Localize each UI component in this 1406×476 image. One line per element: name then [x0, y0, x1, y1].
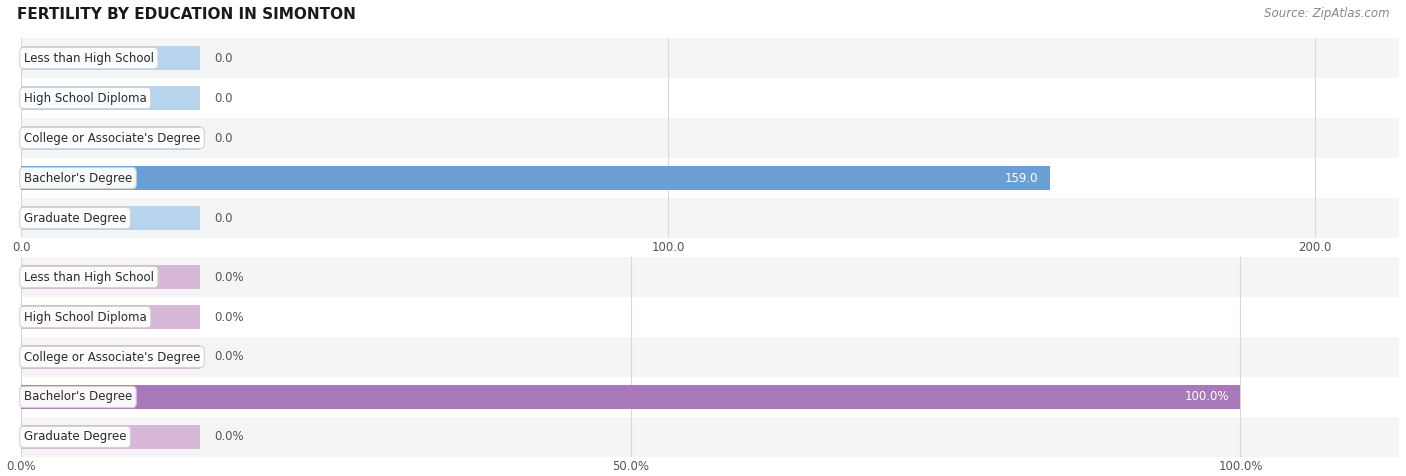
- Text: 100.0%: 100.0%: [1185, 390, 1229, 404]
- Bar: [21, 166, 1050, 190]
- Bar: [21, 38, 1399, 78]
- Text: 0.0: 0.0: [214, 51, 232, 65]
- Bar: [21, 385, 1240, 409]
- Bar: [21, 198, 1399, 238]
- Text: 0.0%: 0.0%: [214, 310, 243, 324]
- Bar: [21, 297, 1399, 337]
- Bar: [21, 118, 1399, 158]
- Bar: [21, 126, 200, 150]
- Bar: [21, 257, 1399, 297]
- Bar: [21, 425, 200, 449]
- Text: Bachelor's Degree: Bachelor's Degree: [24, 171, 132, 185]
- Text: Less than High School: Less than High School: [24, 51, 153, 65]
- Text: FERTILITY BY EDUCATION IN SIMONTON: FERTILITY BY EDUCATION IN SIMONTON: [17, 7, 356, 22]
- Bar: [21, 377, 1399, 417]
- Bar: [21, 305, 200, 329]
- Text: 0.0%: 0.0%: [214, 350, 243, 364]
- Text: Bachelor's Degree: Bachelor's Degree: [24, 390, 132, 404]
- Bar: [21, 417, 1399, 457]
- Text: High School Diploma: High School Diploma: [24, 310, 146, 324]
- Text: Source: ZipAtlas.com: Source: ZipAtlas.com: [1264, 7, 1389, 20]
- Text: Less than High School: Less than High School: [24, 270, 153, 284]
- Bar: [21, 265, 200, 289]
- Bar: [21, 158, 1399, 198]
- Bar: [21, 337, 1399, 377]
- Text: College or Associate's Degree: College or Associate's Degree: [24, 350, 200, 364]
- Bar: [21, 46, 200, 70]
- Text: 0.0: 0.0: [214, 131, 232, 145]
- Text: 0.0%: 0.0%: [214, 270, 243, 284]
- Text: 159.0: 159.0: [1005, 171, 1039, 185]
- Bar: [21, 78, 1399, 118]
- Bar: [21, 206, 200, 230]
- Text: Graduate Degree: Graduate Degree: [24, 211, 127, 225]
- Text: 0.0: 0.0: [214, 211, 232, 225]
- Text: Graduate Degree: Graduate Degree: [24, 430, 127, 444]
- Text: High School Diploma: High School Diploma: [24, 91, 146, 105]
- Bar: [21, 345, 200, 369]
- Text: College or Associate's Degree: College or Associate's Degree: [24, 131, 200, 145]
- Text: 0.0%: 0.0%: [214, 430, 243, 444]
- Text: 0.0: 0.0: [214, 91, 232, 105]
- Bar: [21, 86, 200, 110]
